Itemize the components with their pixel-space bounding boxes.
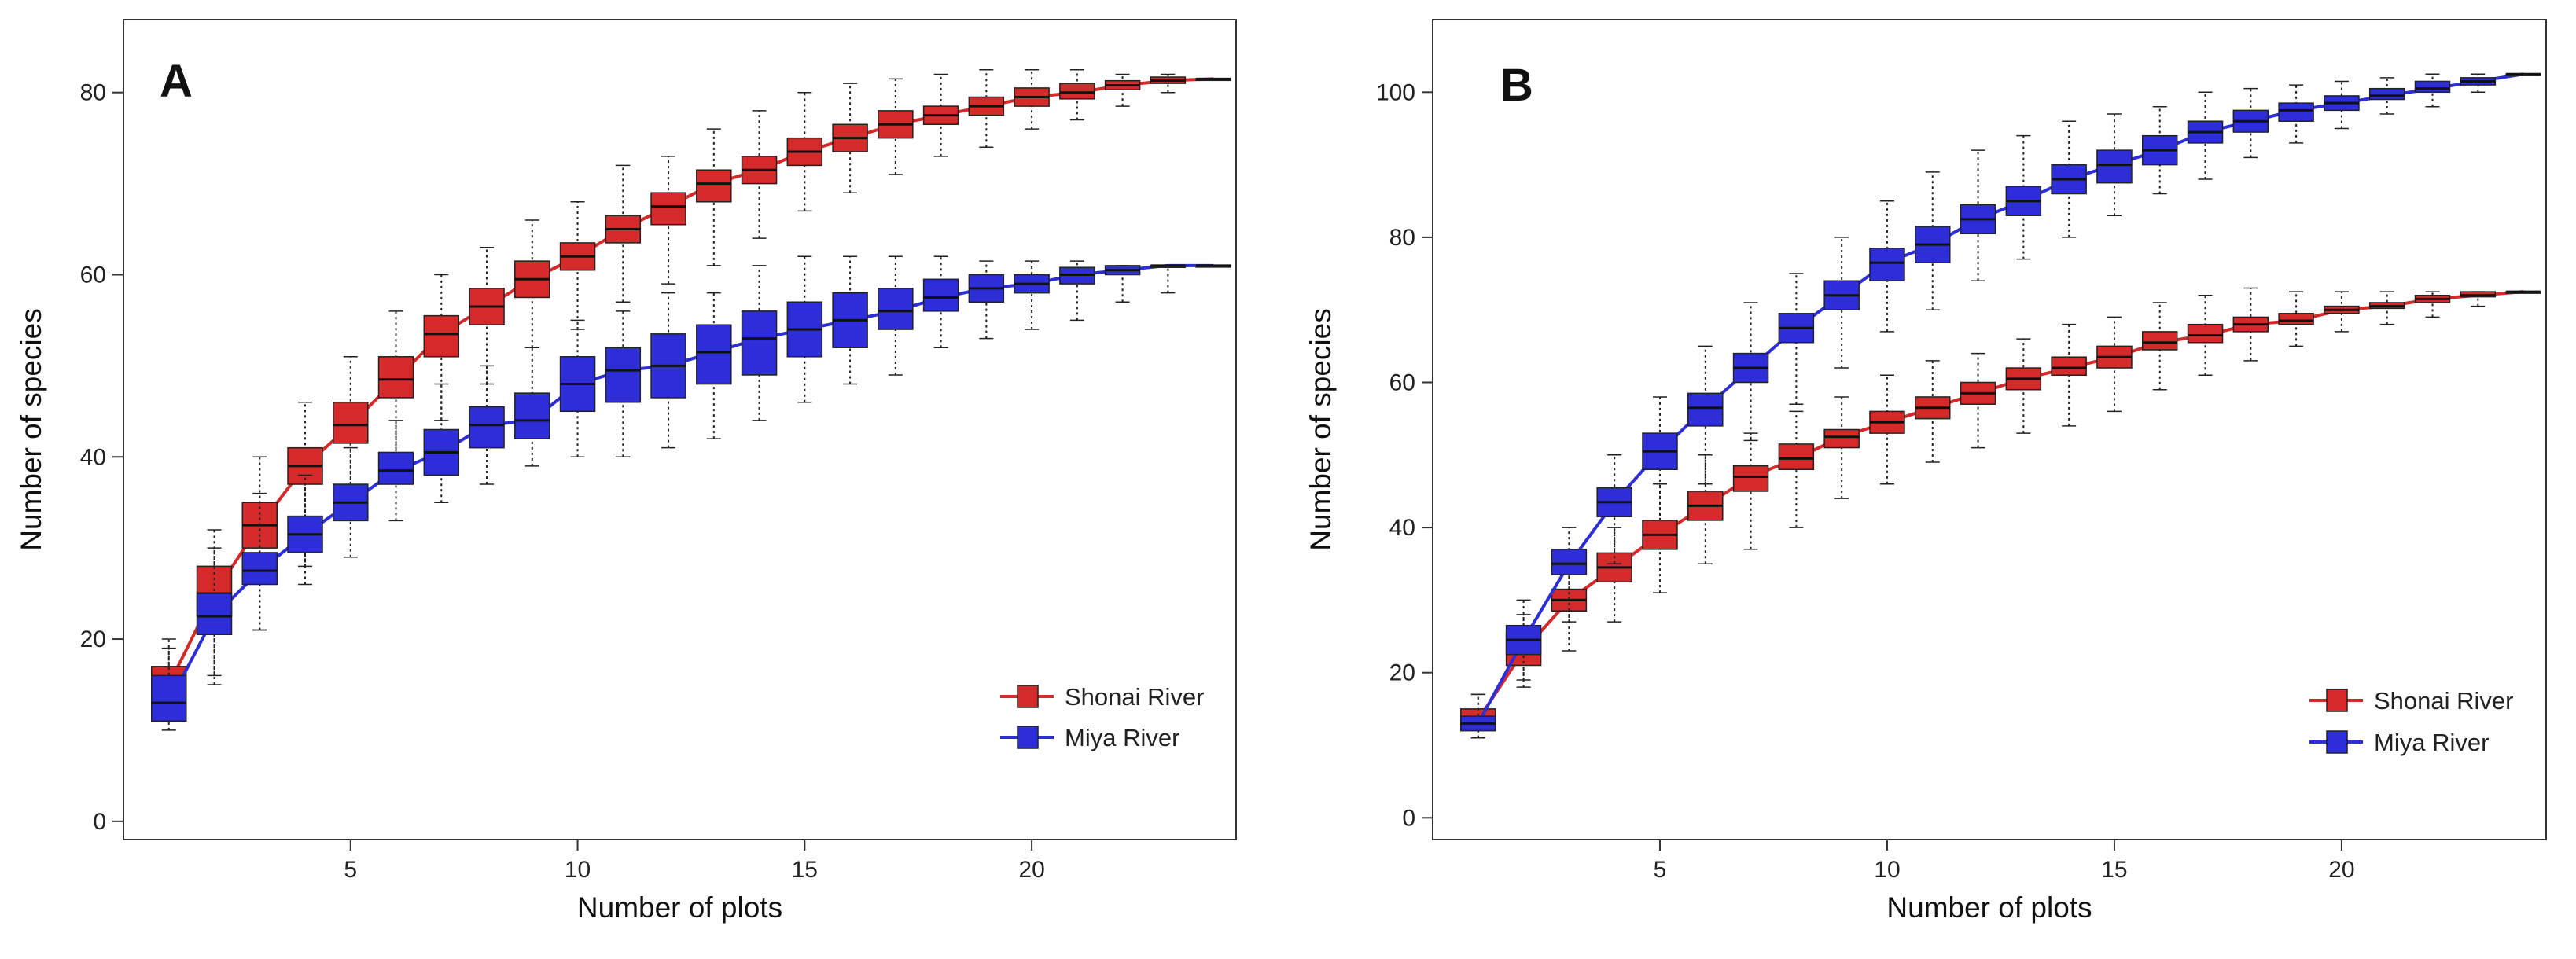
box <box>696 169 732 203</box>
box <box>151 674 187 722</box>
y-tick-label: 20 <box>1389 660 1415 686</box>
box <box>2096 149 2133 184</box>
y-tick-label: 0 <box>1402 805 1415 831</box>
box <box>2414 80 2451 94</box>
box <box>2187 323 2224 344</box>
box <box>241 552 278 586</box>
series-line <box>167 77 1214 685</box>
box <box>1823 428 1860 449</box>
plot-frame <box>1432 19 2547 840</box>
legend-label: Shonai River <box>2374 687 2513 715</box>
y-axis-title: Number of species <box>15 308 47 550</box>
box <box>922 278 959 312</box>
y-tick-label: 20 <box>80 626 106 652</box>
legend-label: Miya River <box>2374 729 2489 756</box>
x-tick-label: 5 <box>1654 857 1667 883</box>
legend-swatch <box>2326 689 2348 712</box>
legend-label: Miya River <box>1065 724 1179 751</box>
y-tick-label: 0 <box>93 809 106 835</box>
box <box>377 451 414 485</box>
x-axis-title: Number of plots <box>1886 891 2092 924</box>
box <box>741 310 778 376</box>
panel-letter: B <box>1500 60 1533 111</box>
box <box>2141 331 2178 351</box>
y-tick-label: 80 <box>1389 225 1415 251</box>
x-tick-label: 15 <box>2101 857 2127 883</box>
x-tick-label: 10 <box>1874 857 1900 883</box>
series-line <box>167 263 1214 704</box>
box <box>650 192 686 226</box>
panel-letter: A <box>160 56 193 107</box>
legend-swatch <box>2326 730 2348 754</box>
box <box>605 347 642 403</box>
y-tick-label: 60 <box>1389 370 1415 396</box>
x-axis-title: Number of plots <box>577 891 782 924</box>
box <box>1551 549 1588 575</box>
box <box>878 288 914 330</box>
series-shonai-river <box>1460 287 2541 739</box>
box <box>333 401 369 444</box>
series-miya-river <box>151 255 1231 731</box>
box <box>696 324 732 385</box>
y-tick-label: 100 <box>1376 79 1415 105</box>
box <box>1687 392 1724 427</box>
box <box>1059 83 1095 100</box>
box <box>514 392 550 439</box>
box <box>423 314 460 358</box>
y-tick-label: 40 <box>1389 515 1415 541</box>
legend-label: Shonai River <box>1065 683 1204 711</box>
box <box>196 593 233 635</box>
y-tick-label: 40 <box>80 444 106 470</box>
x-tick-label: 20 <box>1018 857 1044 883</box>
series-shonai-river <box>151 68 1231 722</box>
x-tick-label: 20 <box>2328 857 2354 883</box>
box <box>2368 87 2405 101</box>
box <box>1869 247 1905 282</box>
box <box>2278 313 2314 325</box>
panel-b: 0 20 40 60 80 100 5 10 15 20 Number of plots Number… <box>1305 19 2547 924</box>
y-tick-label: 60 <box>80 262 106 288</box>
plot-frame <box>123 19 1237 840</box>
box <box>469 406 505 449</box>
legend-swatch <box>1017 685 1039 708</box>
box <box>2278 102 2314 122</box>
series-line <box>1477 290 2524 721</box>
series-line <box>1477 72 2524 725</box>
y-axis-title: Number of species <box>1305 308 1337 550</box>
x-tick-label: 10 <box>565 857 591 883</box>
box <box>377 356 414 399</box>
y-tick-label: 80 <box>80 80 106 106</box>
box <box>1778 443 1815 471</box>
panel-a: 0 20 40 60 80 5 10 15 20 Number of plots Number of… <box>15 19 1237 924</box>
x-tick-label: 5 <box>344 857 357 883</box>
box <box>2051 356 2087 377</box>
series-miya-river <box>1460 72 2541 739</box>
box <box>1732 465 1769 492</box>
legend-swatch <box>1017 726 1039 749</box>
x-tick-label: 15 <box>792 857 818 883</box>
